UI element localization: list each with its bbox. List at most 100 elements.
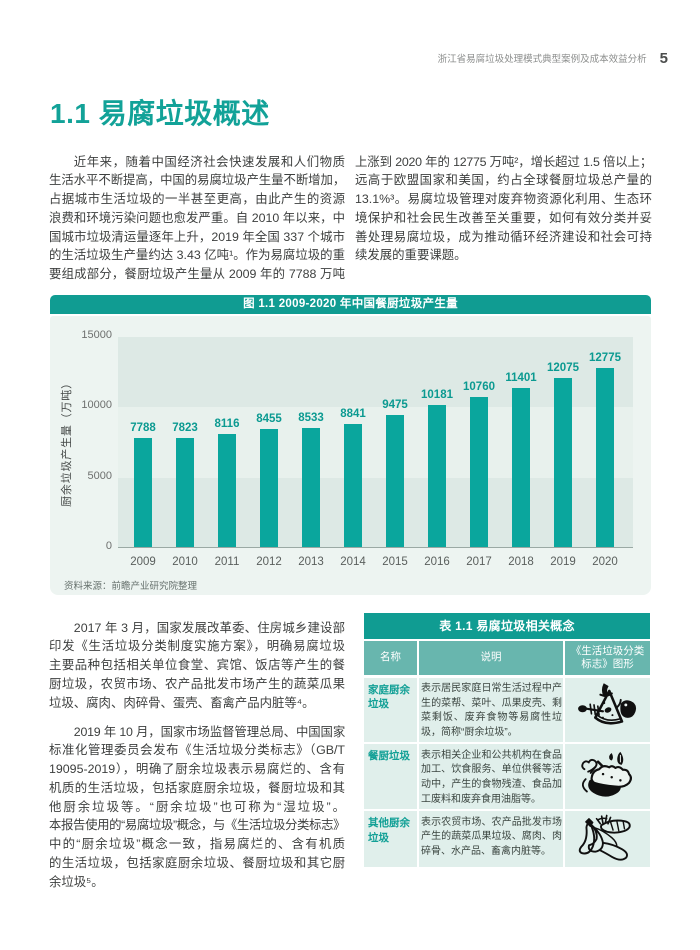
row-icon-cell <box>565 744 650 809</box>
bar-slot-2016: 10181 <box>416 337 458 548</box>
text-line: 他厨余垃圾等。“厨余垃圾”也可称为“湿垃圾”。 <box>49 799 345 814</box>
x-axis-label: 2015 <box>382 556 408 568</box>
text-line: 上涨到 2020 年的 12775 万吨²，增长超过 1.5 倍以上； <box>355 154 652 169</box>
y-axis-tick-label: 5000 <box>87 469 112 482</box>
bar-2012 <box>260 429 278 548</box>
text-line: 标准化管理委员会发布《生活垃圾分类标志》（GB/T <box>49 743 345 758</box>
text-line: 余垃圾⁵。 <box>49 874 104 889</box>
x-axis-label: 2019 <box>550 556 576 568</box>
x-axis-label: 2011 <box>214 556 240 568</box>
lower-paragraphs: 2017 年 3 月，国家发展改革委、住房城乡建设部 印发《生活垃圾分类制度实施方… <box>49 619 346 892</box>
text-line: 远高于欧盟国家和美国，约占全球餐厨垃圾总产量的 <box>355 173 652 188</box>
bar-slot-2009: 7788 <box>122 337 164 548</box>
y-axis-tick-label: 10000 <box>81 399 112 412</box>
bar-2014 <box>344 423 362 548</box>
text-line: 的生活垃圾，包括家庭厨余垃圾、餐厨垃圾和其它厨 <box>49 855 345 870</box>
chart-title: 图 1.1 2009-2020 年中国餐厨垃圾产生量 <box>50 295 651 314</box>
text-line: 本报告使用的“易腐垃圾”概念，与《生活垃圾分类标志》 <box>49 818 346 833</box>
text-line: 续发展的重要课题。 <box>355 248 467 263</box>
chart-source-note: 资料来源：前瞻产业研究院整理 <box>64 581 198 592</box>
grid-band <box>118 337 633 408</box>
text-line: 占据城市生活垃圾的一半甚至更高，由此产生的资源 <box>49 192 345 206</box>
table-1-1: 表 1.1 易腐垃圾相关概念 名称 说明 《生活垃圾分类标志》图形 家庭厨余垃圾… <box>364 613 650 867</box>
bar-slot-2014: 8841 <box>332 337 374 548</box>
chart-plot-area: 7788 7823 8116 8455 8533 8841 9475 10181 10760 11… <box>118 337 633 548</box>
row-desc: 表示相关企业和公共机构在食品加工、饮食服务、单位供餐等活动中，产生的食物残渣、食… <box>419 744 563 809</box>
row-icon-cell <box>565 811 650 867</box>
bar-value-label: 8841 <box>340 407 366 420</box>
intro-paragraph-left-column: 近年来，随着中国经济社会快速发展和人们物质 生活水平不断提高，中国的易腐垃圾产生量… <box>49 153 345 284</box>
table-header-row: 名称 说明 《生活垃圾分类标志》图形 <box>364 641 650 675</box>
bar-2017 <box>470 396 488 548</box>
text-line: 要组成部分，餐厨垃圾产生量从 2009 年的 7788 万吨 <box>49 267 345 281</box>
bar-value-label: 11401 <box>505 371 537 384</box>
bar-2013 <box>302 428 320 548</box>
y-axis-tick-label: 15000 <box>81 329 112 341</box>
y-axis-title: 厨余垃圾产生量（万吨） <box>61 377 73 507</box>
x-axis-label: 2018 <box>508 556 534 568</box>
text-line: 厨垃圾，农贸市场、农产品批发市场产生的蔬菜瓜果 <box>49 676 345 691</box>
x-axis-label: 2014 <box>340 556 366 568</box>
row-desc: 表示居民家庭日常生活过程中产生的菜帮、菜叶、瓜果皮壳、剩菜剩饭、废弃食物等易腐性… <box>419 677 563 742</box>
bar-slot-2018: 11401 <box>500 337 542 548</box>
x-axis-label: 2016 <box>424 556 450 568</box>
text-line: 2019 年 10 月，国家市场监督管理总局、中国国家 <box>73 724 345 739</box>
section-title: 1.1 易腐垃圾概述 <box>50 98 270 129</box>
bar-value-label: 7788 <box>130 422 156 435</box>
row-name: 其他厨余垃圾 <box>364 811 417 867</box>
bar-slot-2020: 12775 <box>584 337 626 548</box>
x-axis-labels: 2009 2010 2011 2012 2013 2014 2015 2016 2017 2018… <box>118 556 633 568</box>
text-line: 2017 年 3 月，国家发展改革委、住房城乡建设部 <box>73 620 345 635</box>
x-axis-label: 2009 <box>130 556 156 568</box>
row-name: 餐厨垃圾 <box>364 744 417 809</box>
bar-2009 <box>134 438 152 548</box>
banana-peel-carrot-icon <box>578 814 631 861</box>
bar-slot-2015: 9475 <box>374 337 416 548</box>
x-axis-label: 2010 <box>172 556 198 568</box>
bar-value-label: 8533 <box>298 411 324 424</box>
bar-2015 <box>386 414 404 548</box>
apple-core-fishbone-icon <box>577 682 636 725</box>
bar-slot-2019: 12075 <box>542 337 584 548</box>
x-axis-label: 2012 <box>256 556 282 568</box>
y-axis-tick-label: 0 <box>105 540 112 552</box>
text-line: 浪费和环境污染问题也愈发严重。自 2010 年以来，中 <box>49 210 345 225</box>
bar-value-label: 12775 <box>589 352 621 365</box>
bar-slot-2017: 10760 <box>458 337 500 548</box>
x-axis-label: 2017 <box>466 556 492 568</box>
chart-panel: 7788 7823 8116 8455 8533 8841 9475 10181 10760 11… <box>50 316 651 595</box>
running-head: 浙江省易腐垃圾处理模式典型案例及成本效益分析 <box>437 54 647 65</box>
bar-value-label: 12075 <box>547 362 579 375</box>
text-line: 的生活垃圾生产量约达 3.43 亿吨¹。作为易腐垃圾的重 <box>49 248 345 263</box>
page-header: 浙江省易腐垃圾处理模式典型案例及成本效益分析 5 <box>0 48 668 68</box>
food-scraps-bone-icon <box>580 752 632 797</box>
bar-2016 <box>428 404 446 548</box>
row-name: 家庭厨余垃圾 <box>364 677 417 742</box>
table-header-icon: 《生活垃圾分类标志》图形 <box>565 641 650 675</box>
text-line: 垃圾、腐肉、肉碎骨、蛋壳、畜禽产品内脏等⁴。 <box>49 695 315 710</box>
text-line: 机质的生活垃圾，包括家庭厨余垃圾，餐厨垃圾和其 <box>49 780 345 795</box>
text-line: 国城市垃圾清运量逐年上升，2019 年全国 337 个城市 <box>49 229 345 244</box>
text-line: 近年来，随着中国经济社会快速发展和人们物质 <box>73 154 345 169</box>
paragraph-2017: 2017 年 3 月，国家发展改革委、住房城乡建设部 印发《生活垃圾分类制度实施方… <box>49 619 345 713</box>
text-line: 13.1%³。易腐垃圾管理对废弃物资源化利用、生态环 <box>355 192 652 206</box>
bar-2018 <box>512 387 530 548</box>
bar-series: 7788 7823 8116 8455 8533 8841 9475 10181 10760 11… <box>118 337 633 548</box>
text-line: 中的“厨余垃圾”概念一致，指易腐烂的、含有机质 <box>49 837 345 852</box>
x-axis-line <box>118 547 633 548</box>
table-body: 家庭厨余垃圾 表示居民家庭日常生活过程中产生的菜帮、菜叶、瓜果皮壳、剩菜剩饭、废… <box>364 677 650 867</box>
grid-band <box>118 477 633 548</box>
text-line: 主要品种包括相关单位食堂、宾馆、饭店等产生的餐 <box>49 658 345 672</box>
bar-value-label: 8116 <box>214 417 240 430</box>
bar-2011 <box>218 433 236 548</box>
grid-band <box>118 407 633 478</box>
text-line: 善处理易腐垃圾，成为推动循环经济建设和社会可持 <box>355 229 652 244</box>
bar-slot-2013: 8533 <box>290 337 332 548</box>
bar-value-label: 7823 <box>172 421 198 434</box>
bar-value-label: 8455 <box>256 413 282 426</box>
x-axis-label: 2013 <box>298 556 324 568</box>
row-desc: 表示农贸市场、农产品批发市场产生的蔬菜瓜果垃圾、腐肉、肉碎骨、水产品、畜禽内脏等… <box>419 811 563 867</box>
bar-2019 <box>554 378 572 548</box>
bar-2010 <box>176 438 194 548</box>
table-header-name: 名称 <box>364 641 417 675</box>
